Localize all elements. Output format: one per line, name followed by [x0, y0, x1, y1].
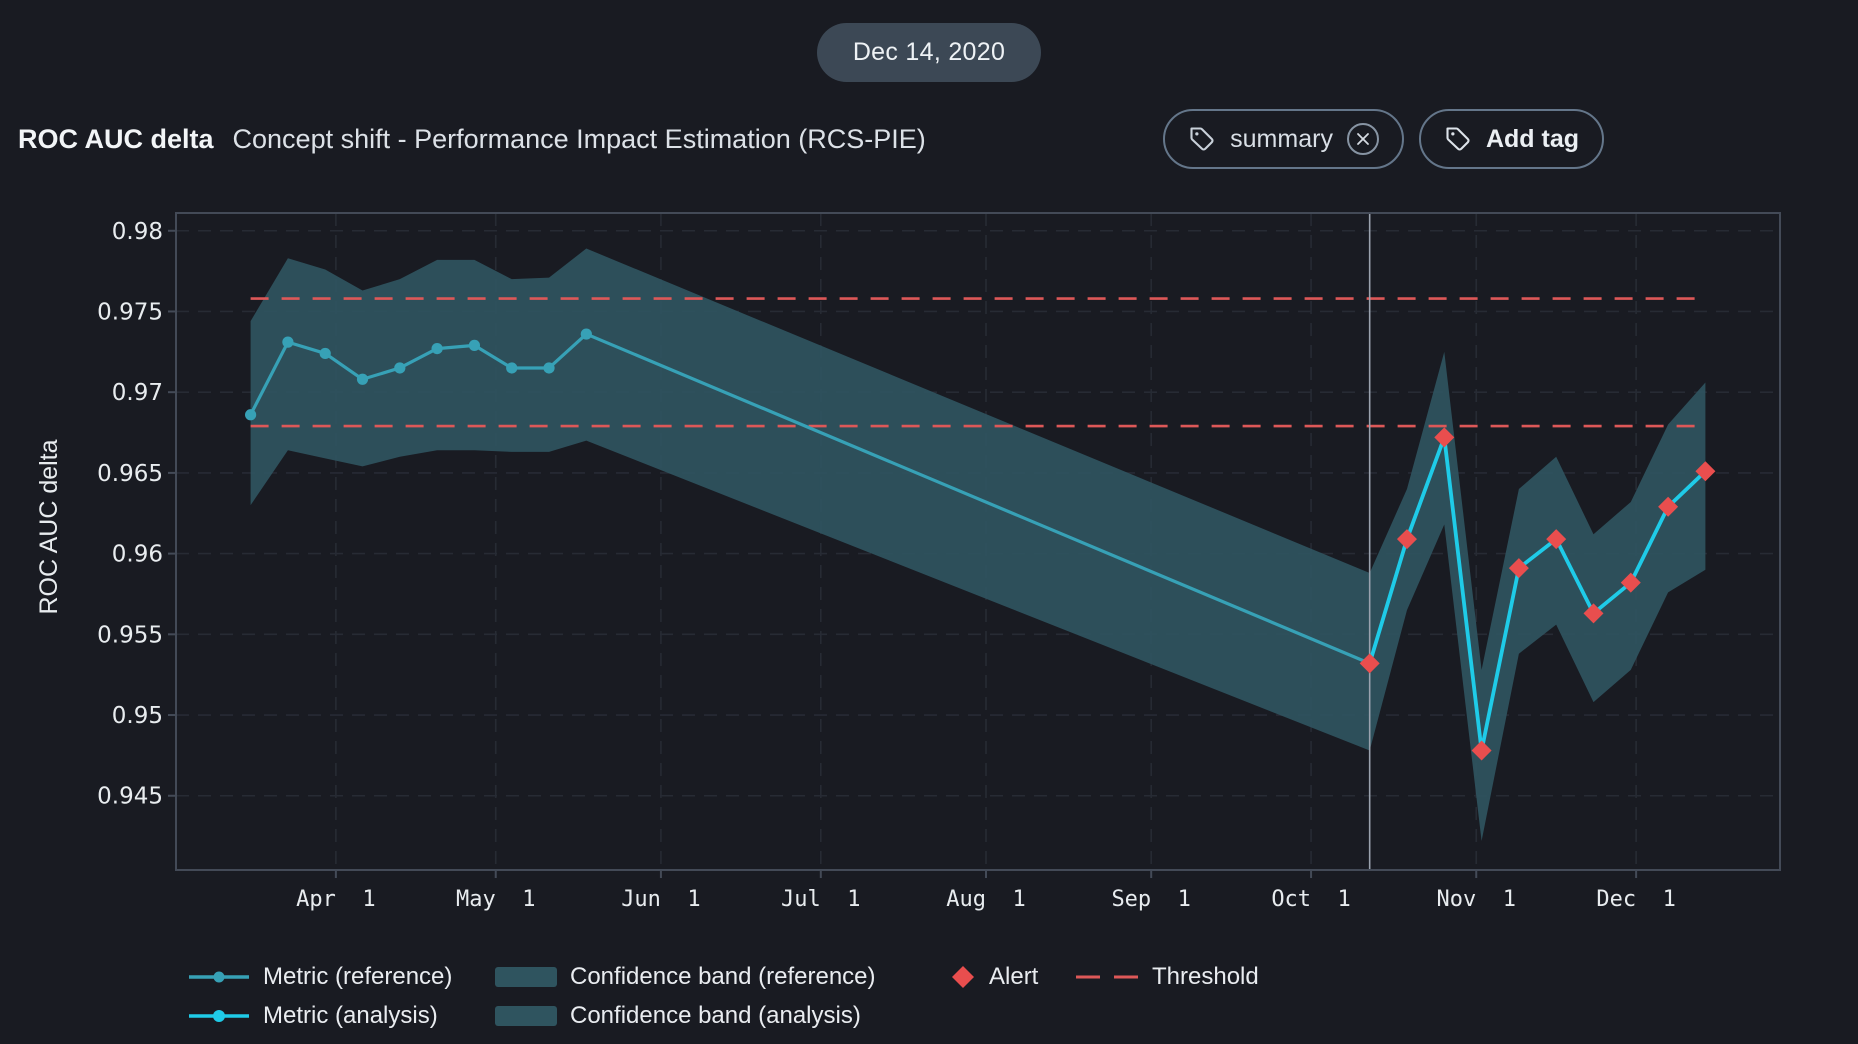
legend-item-confidence-band-analysis[interactable]: Confidence band (analysis) — [495, 996, 950, 1035]
legend-label: Confidence band (analysis) — [570, 1001, 861, 1029]
legend-label: Threshold — [1152, 962, 1259, 990]
metric-reference-markers — [245, 328, 592, 421]
reference-line-swatch — [189, 971, 249, 982]
x-tick-labels: Apr 1 May 1 Jun 1 Jul 1 Aug 1 Sep 1 Oct 1 Nov 1… — [296, 887, 1676, 912]
legend-item-metric-analysis[interactable]: Metric (analysis) — [188, 996, 495, 1035]
svg-text:0.955: 0.955 — [97, 622, 163, 648]
y-tick-labels: 0.98 0.975 0.97 0.965 0.96 0.955 0.95 0.945 — [97, 219, 163, 810]
tag-icon — [1446, 127, 1470, 151]
svg-text:0.965: 0.965 — [97, 461, 163, 487]
y-axis-title: ROC AUC delta — [35, 439, 63, 614]
tag-icon — [1190, 127, 1214, 151]
analysis-line-swatch — [189, 1009, 249, 1022]
threshold-dash-swatch — [1076, 975, 1138, 978]
date-badge-row: Dec 14, 2020 — [0, 23, 1858, 82]
legend-label: Metric (reference) — [263, 962, 453, 990]
legend-label: Metric (analysis) — [263, 1001, 438, 1029]
alert-diamond — [1471, 740, 1492, 761]
alert-diamond — [1434, 427, 1455, 448]
alert-diamond — [1695, 461, 1716, 482]
alert-diamond — [1658, 496, 1679, 517]
plot-border — [175, 212, 1781, 871]
confidence-band-reference — [250, 248, 1370, 751]
tag-summary[interactable]: summary — [1163, 109, 1404, 169]
page-title: ROC AUC delta — [18, 123, 214, 154]
alert-diamond — [1359, 653, 1380, 674]
svg-text:0.96: 0.96 — [112, 542, 163, 568]
remove-tag-icon[interactable] — [1346, 123, 1379, 155]
alert-markers — [1359, 427, 1716, 761]
legend-label: Alert — [989, 962, 1039, 990]
legend-item-alert[interactable]: Alert — [950, 957, 1075, 996]
svg-text:0.945: 0.945 — [97, 784, 163, 810]
date-badge-label: Dec 14, 2020 — [852, 38, 1006, 66]
svg-text:Nov 1: Nov 1 — [1437, 887, 1516, 912]
alert-diamond — [1620, 572, 1641, 593]
alert-diamond — [1583, 603, 1604, 624]
axis-ticks — [168, 229, 1638, 878]
confidence-band-swatch — [495, 1005, 557, 1026]
title-block: ROC AUC delta Concept shift - Performanc… — [18, 124, 1163, 155]
legend-item-metric-reference[interactable]: Metric (reference) — [188, 957, 495, 996]
svg-text:May 1: May 1 — [456, 887, 535, 912]
alert-diamond-swatch — [952, 965, 974, 988]
svg-text:Aug 1: Aug 1 — [946, 887, 1025, 912]
chart-legend: Metric (reference) Confidence band (refe… — [188, 957, 1259, 1035]
svg-text:Dec 1: Dec 1 — [1596, 887, 1675, 912]
confidence-band-swatch — [495, 966, 557, 987]
legend-item-threshold[interactable]: Threshold — [1075, 957, 1259, 996]
svg-text:Oct 1: Oct 1 — [1271, 887, 1350, 912]
svg-text:0.98: 0.98 — [112, 219, 163, 245]
svg-text:Sep 1: Sep 1 — [1111, 887, 1190, 912]
svg-text:0.97: 0.97 — [112, 380, 163, 406]
header: ROC AUC delta Concept shift - Performanc… — [18, 108, 1604, 170]
alert-diamond — [1508, 558, 1529, 579]
add-tag-label: Add tag — [1485, 124, 1579, 153]
tag-summary-label: summary — [1230, 124, 1333, 153]
date-badge[interactable]: Dec 14, 2020 — [816, 23, 1042, 82]
threshold-lines — [250, 297, 1706, 428]
svg-text:0.975: 0.975 — [97, 299, 163, 325]
legend-label: Confidence band (reference) — [570, 962, 876, 990]
confidence-bands — [250, 248, 1706, 841]
svg-text:Jun 1: Jun 1 — [621, 887, 700, 912]
svg-text:0.95: 0.95 — [112, 703, 163, 729]
tag-pills: summary Add tag — [1163, 109, 1604, 169]
svg-text:Apr 1: Apr 1 — [296, 887, 375, 912]
legend-item-confidence-band-reference[interactable]: Confidence band (reference) — [495, 957, 950, 996]
confidence-band-analysis — [1369, 351, 1706, 841]
alert-diamond — [1546, 529, 1567, 550]
metric-analysis-line — [1367, 435, 1707, 753]
add-tag-button[interactable]: Add tag — [1418, 109, 1604, 169]
svg-text:Jul 1: Jul 1 — [781, 887, 860, 912]
page-subtitle: Concept shift - Performance Impact Estim… — [232, 123, 926, 154]
alert-diamond — [1396, 529, 1417, 550]
